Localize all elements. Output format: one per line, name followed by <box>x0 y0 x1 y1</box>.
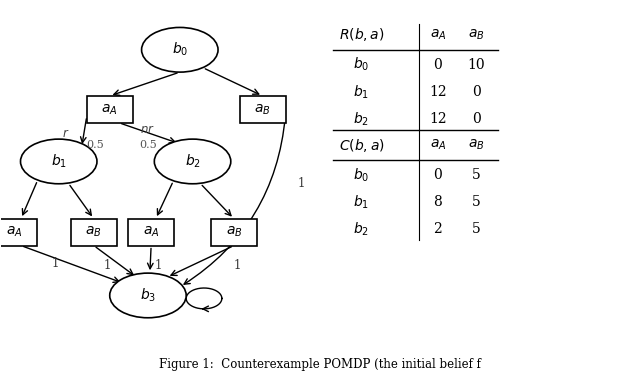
Text: $a_B$: $a_B$ <box>468 138 484 152</box>
Bar <box>128 219 174 246</box>
Text: $a_B$: $a_B$ <box>468 28 484 42</box>
Text: $a_A$: $a_A$ <box>102 102 118 117</box>
Text: 8: 8 <box>433 195 442 209</box>
Text: $b_2$: $b_2$ <box>353 221 369 238</box>
Bar <box>211 219 257 246</box>
Text: 2: 2 <box>433 222 442 236</box>
Text: $b_1$: $b_1$ <box>353 83 369 100</box>
Text: $a_A$: $a_A$ <box>429 138 446 152</box>
Text: 1: 1 <box>104 259 111 272</box>
Text: 5: 5 <box>472 168 481 182</box>
Text: $a_B$: $a_B$ <box>226 225 243 239</box>
Text: $b_1$: $b_1$ <box>51 153 67 170</box>
Text: 0: 0 <box>472 112 481 126</box>
Text: 0: 0 <box>433 168 442 182</box>
Text: $a_A$: $a_A$ <box>429 28 446 42</box>
Text: 10: 10 <box>467 58 485 72</box>
Circle shape <box>154 139 231 184</box>
Text: 1: 1 <box>52 257 60 270</box>
Text: 0: 0 <box>472 85 481 99</box>
Text: 12: 12 <box>429 112 447 126</box>
Text: $a_B$: $a_B$ <box>86 225 102 239</box>
Text: $b_1$: $b_1$ <box>353 194 369 211</box>
Circle shape <box>109 273 186 318</box>
Text: $R(b,a)$: $R(b,a)$ <box>339 26 384 44</box>
Text: $nr$: $nr$ <box>140 123 155 136</box>
Circle shape <box>20 139 97 184</box>
Text: $a_B$: $a_B$ <box>254 102 271 117</box>
Text: $b_2$: $b_2$ <box>353 110 369 128</box>
Text: 1: 1 <box>155 259 163 272</box>
Text: 5: 5 <box>472 222 481 236</box>
Text: $a_A$: $a_A$ <box>143 225 159 239</box>
Text: $r$: $r$ <box>62 127 70 140</box>
Text: 1: 1 <box>297 177 305 190</box>
Text: $b_0$: $b_0$ <box>172 41 188 58</box>
Circle shape <box>141 27 218 72</box>
Bar <box>0 219 37 246</box>
Bar <box>71 219 116 246</box>
Text: 1: 1 <box>234 259 241 272</box>
Text: 12: 12 <box>429 85 447 99</box>
Text: $C(b,a)$: $C(b,a)$ <box>339 136 384 154</box>
Text: $b_3$: $b_3$ <box>140 287 156 304</box>
Text: $b_2$: $b_2$ <box>184 153 200 170</box>
Text: $a_A$: $a_A$ <box>6 225 22 239</box>
Text: 5: 5 <box>472 195 481 209</box>
Bar <box>87 96 132 123</box>
Text: $b_0$: $b_0$ <box>353 166 369 184</box>
Text: $b_0$: $b_0$ <box>353 56 369 74</box>
Text: Figure 1:  Counterexample POMDP (the initial belief f: Figure 1: Counterexample POMDP (the init… <box>159 358 481 371</box>
Text: 0: 0 <box>433 58 442 72</box>
Text: 0.5: 0.5 <box>86 140 104 150</box>
Text: 0.5: 0.5 <box>140 140 157 150</box>
Bar <box>240 96 285 123</box>
